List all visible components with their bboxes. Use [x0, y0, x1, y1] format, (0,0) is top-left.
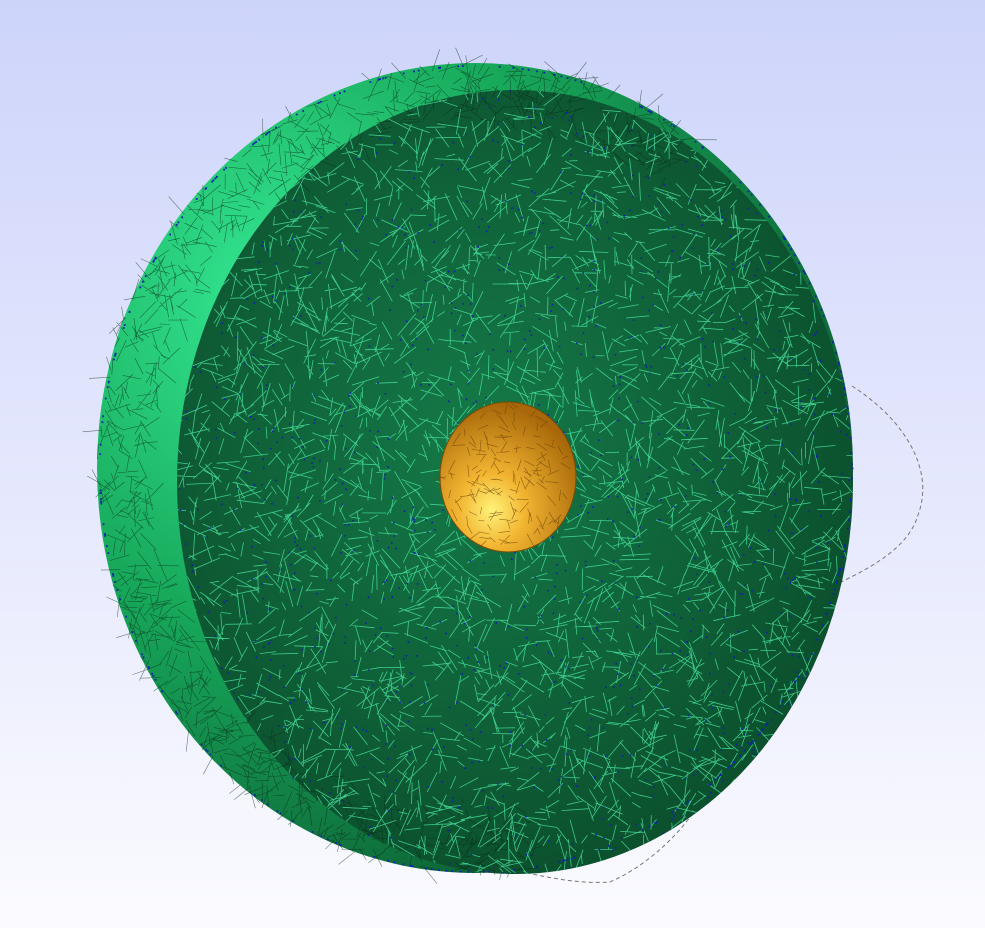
inner-core-sphere [439, 401, 577, 553]
core-surface-mesh [434, 402, 571, 549]
volume-mesh-lines [177, 90, 853, 874]
shell-surface-mesh [82, 47, 718, 884]
